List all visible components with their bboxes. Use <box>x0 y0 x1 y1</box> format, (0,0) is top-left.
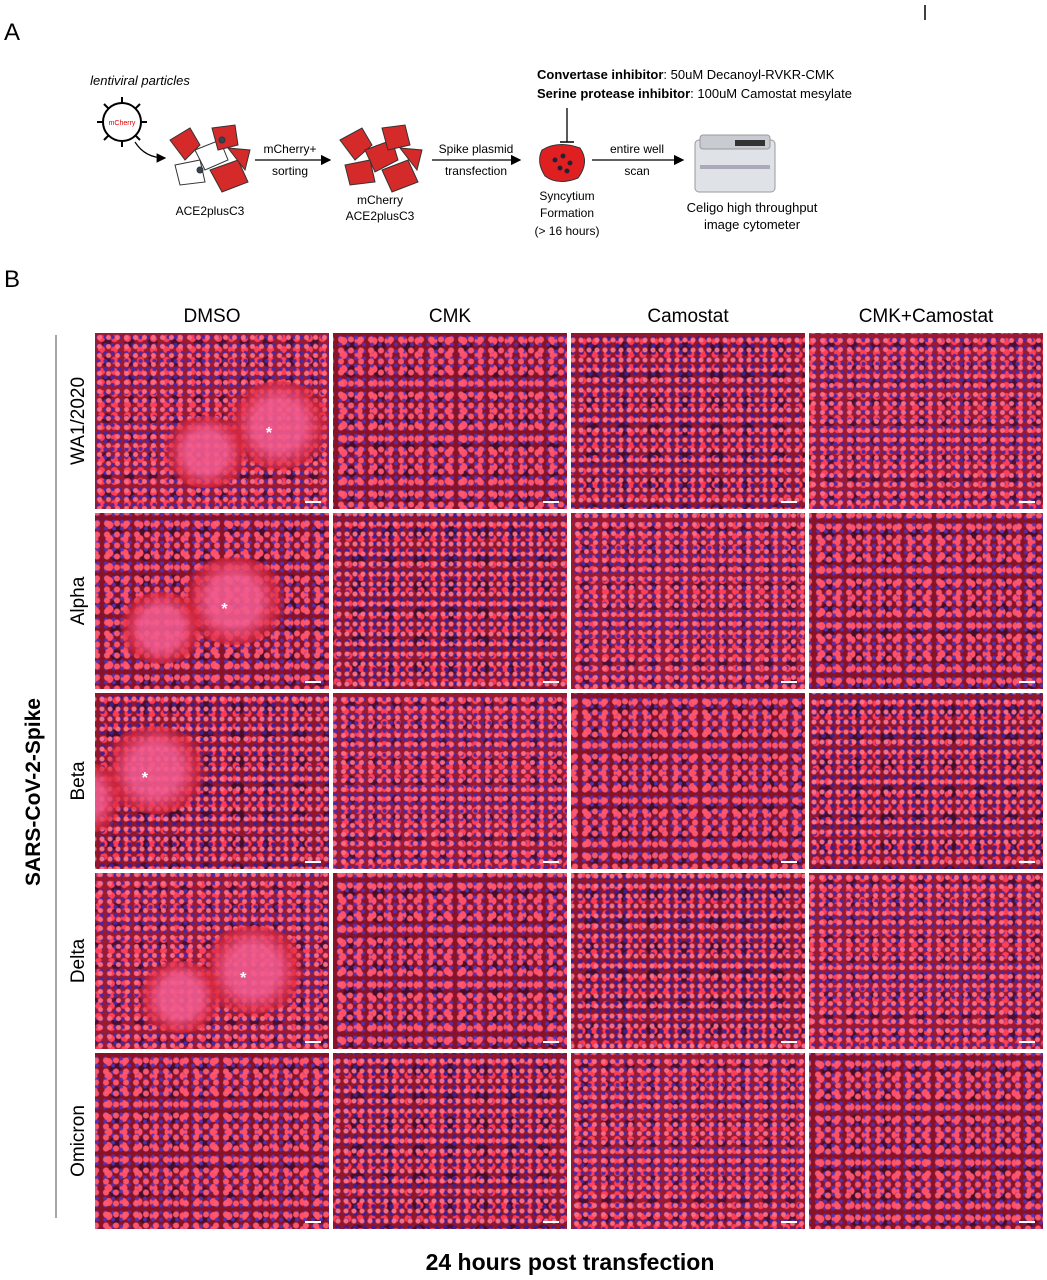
scale-bar <box>305 681 321 683</box>
syncytium <box>134 961 225 1033</box>
micrograph <box>333 873 567 1049</box>
column-header: DMSO <box>184 306 241 327</box>
micrograph <box>333 693 567 869</box>
micrograph <box>571 513 805 689</box>
micrograph <box>571 693 805 869</box>
inhibitor-detail: : 100uM Camostat mesylate <box>690 86 852 101</box>
micrograph <box>333 333 567 509</box>
syncytium-label: Formation <box>540 206 594 220</box>
syncytium-label: Syncytium <box>539 189 594 203</box>
step-label: entire well <box>610 142 664 156</box>
syncytium <box>160 415 251 488</box>
micrograph <box>809 513 1043 689</box>
scale-bar <box>543 1221 559 1223</box>
micrograph <box>809 333 1043 509</box>
panel-label: B <box>4 266 20 293</box>
cell-label: ACE2plusC3 <box>346 209 415 223</box>
instrument-label: image cytometer <box>704 217 801 232</box>
syncytium-marker: * <box>265 424 273 442</box>
syncytium-marker: * <box>141 770 149 788</box>
micrograph <box>333 1053 567 1229</box>
instrument-icon <box>694 134 776 193</box>
micrograph <box>571 333 805 509</box>
arrow <box>134 141 167 163</box>
panel-label: A <box>4 19 20 46</box>
instrument-label: Celigo high throughput <box>687 200 818 215</box>
scale-bar <box>1019 1041 1035 1043</box>
scale-bar <box>305 1041 321 1043</box>
syncytium-icon <box>539 144 585 182</box>
virus-label: mCherry <box>109 120 136 127</box>
scale-bar <box>1019 1221 1035 1223</box>
scale-bar <box>1019 861 1035 863</box>
micrograph <box>571 873 805 1049</box>
step-label: sorting <box>272 164 308 178</box>
syncytium-label: (> 16 hours) <box>534 224 599 238</box>
scale-bar <box>543 861 559 863</box>
cell-label: ACE2plusC3 <box>176 204 245 218</box>
scale-bar <box>543 1041 559 1043</box>
micrograph <box>809 873 1043 1049</box>
scale-bar <box>543 501 559 503</box>
row-label: Omicron <box>68 1105 89 1177</box>
micrograph: * <box>95 513 329 689</box>
micrograph: * <box>95 873 329 1049</box>
row-label: WA1/2020 <box>68 377 89 465</box>
step-label: Spike plasmid <box>439 142 514 156</box>
scale-bar <box>781 501 797 503</box>
footer: 24 hours post transfection <box>426 1249 715 1275</box>
inhibitor-name: Serine protease inhibitor <box>537 86 690 101</box>
scale-bar <box>781 861 797 863</box>
micrograph: * <box>95 333 329 509</box>
column-header: CMK+Camostat <box>859 306 994 327</box>
scale-bar <box>543 681 559 683</box>
syncytium <box>116 592 207 665</box>
micrograph <box>95 1053 329 1229</box>
cell-cluster <box>169 124 251 193</box>
inhibitor-name: Convertase inhibitor <box>537 67 663 82</box>
scale-bar <box>781 1041 797 1043</box>
micrograph: * <box>95 693 329 869</box>
row-label: Alpha <box>68 576 89 625</box>
syncytium-marker: * <box>240 969 247 987</box>
virus-caption: lentiviral particles <box>90 73 190 88</box>
micrograph <box>333 513 567 689</box>
cell-label: mCherry <box>357 193 403 207</box>
column-header: Camostat <box>647 306 729 327</box>
micrograph <box>809 693 1043 869</box>
scale-bar <box>1019 681 1035 683</box>
column-header: CMK <box>429 306 472 327</box>
inhibitor-text: Serine protease inhibitor: 100uM Camosta… <box>537 86 852 101</box>
scale-bar <box>781 1221 797 1223</box>
virus-icon: mCherry <box>97 97 147 147</box>
micrograph <box>571 1053 805 1229</box>
scale-bar <box>781 681 797 683</box>
scale-bar <box>305 861 321 863</box>
inhibitor-text: Convertase inhibitor: 50uM Decanoyl-RVKR… <box>537 67 835 82</box>
scale-bar <box>305 501 321 503</box>
inhibitor-detail: : 50uM Decanoyl-RVKR-CMK <box>663 67 834 82</box>
scale-bar <box>305 1221 321 1223</box>
step-label: transfection <box>445 164 507 178</box>
syncytium-marker: * <box>221 601 228 618</box>
micrograph <box>809 1053 1043 1229</box>
scale-bar <box>1019 501 1035 503</box>
step-label: scan <box>624 164 649 178</box>
y-axis-label: SARS-CoV-2-Spike <box>22 698 45 886</box>
cell-cluster <box>339 124 423 193</box>
step-label: mCherry+ <box>263 142 316 156</box>
row-label: Delta <box>68 938 89 983</box>
row-label: Beta <box>68 761 89 801</box>
